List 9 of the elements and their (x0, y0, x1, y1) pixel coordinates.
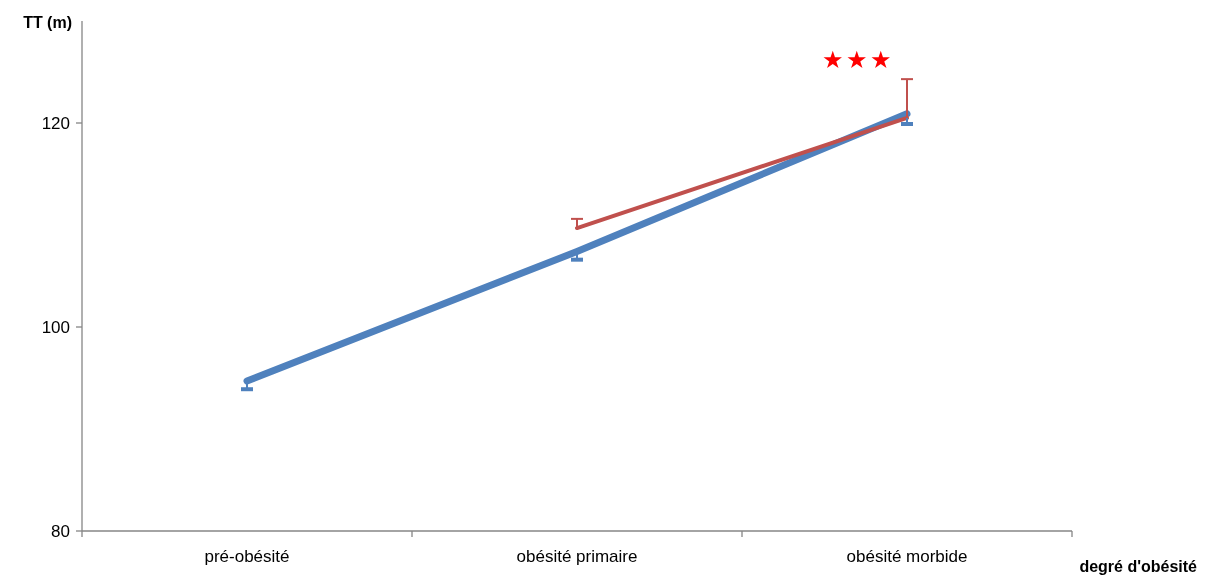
y-tick-label: 80 (51, 521, 70, 541)
y-axis-title: TT (m) (23, 14, 72, 31)
y-tick-label: 100 (41, 317, 70, 337)
annotation: ★★★ (822, 46, 894, 74)
x-axis-title: degré d'obésité (1079, 558, 1198, 575)
x-tick-label: pré-obésité (204, 547, 290, 566)
x-tick-label: obésité primaire (516, 547, 638, 566)
y-tick-label: 120 (41, 113, 70, 133)
x-tick-label: obésité morbide (846, 547, 968, 566)
